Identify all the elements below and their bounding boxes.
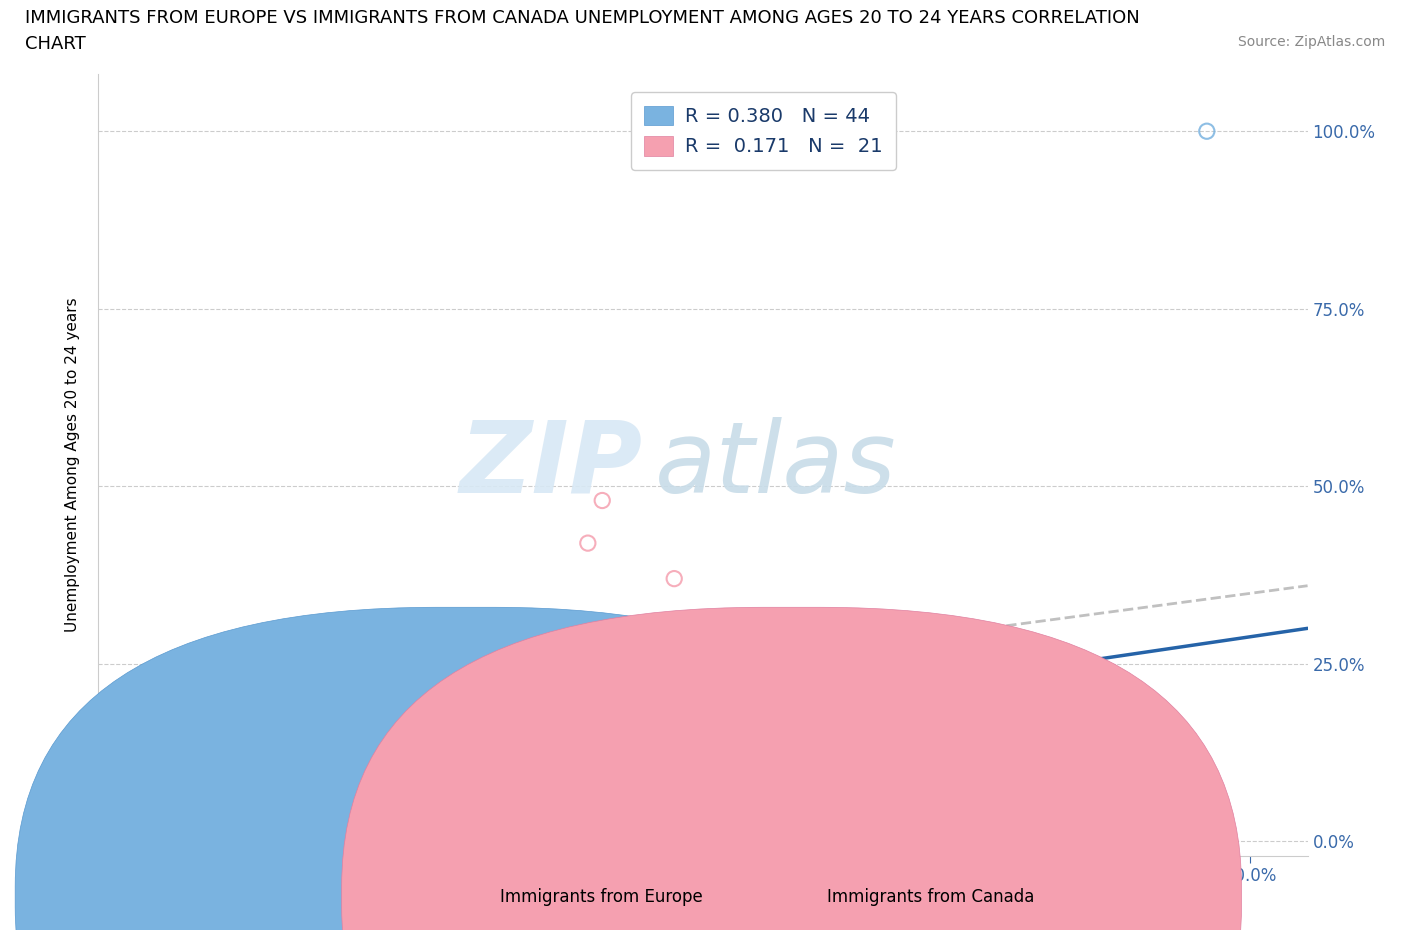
Point [433, 735, 456, 750]
Text: Immigrants from Europe: Immigrants from Europe [501, 887, 703, 906]
Point [145, 749, 167, 764]
Point [150, 770, 173, 785]
Point [461, 727, 484, 742]
Point [217, 763, 239, 777]
Text: atlas: atlas [655, 417, 896, 513]
Point [173, 770, 195, 785]
Point [115, 777, 138, 792]
Point [145, 763, 167, 777]
Text: Source: ZipAtlas.com: Source: ZipAtlas.com [1237, 35, 1385, 49]
Point [692, 699, 714, 714]
Point [304, 763, 326, 777]
Point [664, 706, 686, 721]
Point [274, 706, 297, 721]
Point [893, 643, 915, 658]
Point [115, 763, 138, 777]
Legend: R = 0.380   N = 44, R =  0.171   N =  21: R = 0.380 N = 44, R = 0.171 N = 21 [631, 92, 896, 170]
Point [150, 721, 173, 736]
Point [433, 706, 456, 721]
Point [159, 777, 181, 792]
Point [664, 571, 686, 586]
Point [835, 684, 858, 699]
Text: ZIP: ZIP [460, 417, 643, 513]
Y-axis label: Unemployment Among Ages 20 to 24 years: Unemployment Among Ages 20 to 24 years [65, 298, 80, 632]
Point [269, 770, 291, 785]
Point [180, 763, 202, 777]
Point [260, 763, 283, 777]
Point [208, 770, 231, 785]
Point [173, 741, 195, 756]
Point [139, 735, 162, 750]
Point [304, 678, 326, 693]
Point [167, 784, 190, 799]
Point [288, 692, 311, 707]
Point [807, 692, 830, 707]
Point [318, 692, 340, 707]
Point [274, 756, 297, 771]
Point [1123, 735, 1146, 750]
Point [231, 770, 253, 785]
Point [122, 749, 145, 764]
Point [778, 706, 800, 721]
Point [404, 741, 426, 756]
Point [246, 756, 269, 771]
Text: Immigrants from Canada: Immigrants from Canada [827, 887, 1033, 906]
Point [139, 763, 162, 777]
Point [188, 777, 211, 792]
Point [950, 721, 973, 736]
Point [332, 749, 354, 764]
Point [312, 770, 335, 785]
Point [197, 770, 219, 785]
Point [375, 756, 398, 771]
Point [562, 657, 585, 671]
Point [361, 749, 384, 764]
Point [260, 699, 283, 714]
Point [225, 777, 247, 792]
Point [1095, 805, 1118, 820]
Point [236, 763, 259, 777]
Point [922, 692, 945, 707]
Point [980, 706, 1002, 721]
Point [283, 763, 305, 777]
Point [131, 770, 153, 785]
Point [576, 536, 599, 551]
Point [252, 770, 274, 785]
Point [389, 735, 412, 750]
Point [318, 756, 340, 771]
Point [749, 692, 772, 707]
Point [167, 727, 190, 742]
Point [246, 713, 269, 728]
Point [591, 493, 613, 508]
Point [720, 713, 742, 728]
Point [1195, 124, 1218, 139]
Text: IMMIGRANTS FROM EUROPE VS IMMIGRANTS FROM CANADA UNEMPLOYMENT AMONG AGES 20 TO 2: IMMIGRANTS FROM EUROPE VS IMMIGRANTS FRO… [25, 9, 1140, 27]
Point [491, 727, 513, 742]
Point [202, 727, 225, 742]
Point [475, 721, 498, 736]
Point [865, 678, 887, 693]
Point [340, 763, 363, 777]
Point [346, 741, 368, 756]
Text: CHART: CHART [25, 35, 86, 53]
Point [217, 721, 239, 736]
Point [576, 713, 599, 728]
Point [1153, 727, 1175, 742]
Point [131, 763, 153, 777]
Point [159, 735, 181, 750]
Point [519, 721, 541, 736]
Point [346, 721, 368, 736]
Point [202, 763, 225, 777]
Point [188, 713, 211, 728]
Point [288, 749, 311, 764]
Point [323, 741, 346, 756]
Point [231, 706, 253, 721]
Point [1038, 721, 1060, 736]
Point [294, 756, 316, 771]
Point [1008, 699, 1031, 714]
Point [548, 735, 571, 750]
